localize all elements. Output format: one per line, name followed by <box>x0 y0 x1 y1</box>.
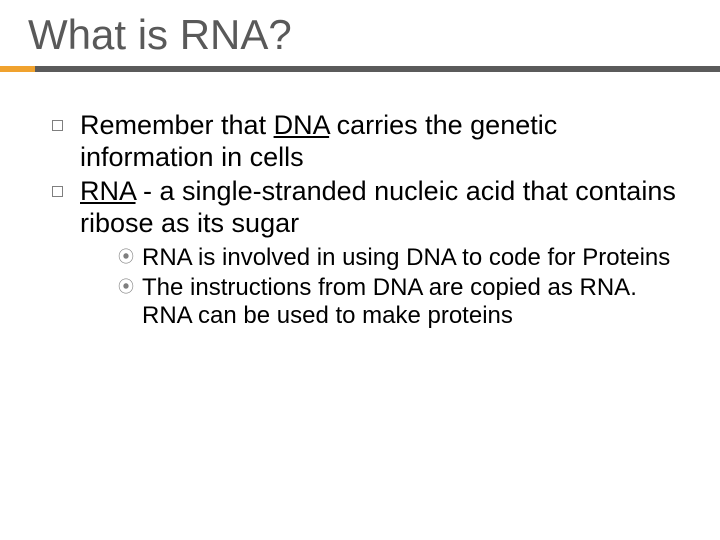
text-run: - a single-stranded nucleic acid that co… <box>80 176 676 238</box>
slide-title: What is RNA? <box>28 12 720 58</box>
list-item: The instructions from DNA are copied as … <box>114 274 680 331</box>
list-item: RNA is involved in using DNA to code for… <box>114 244 680 272</box>
text-run: RNA is involved in using DNA to code for… <box>142 244 670 271</box>
text-run: Remember that <box>80 110 274 140</box>
rule-accent <box>0 66 35 72</box>
title-rule <box>0 66 720 72</box>
rule-main <box>35 66 720 72</box>
sub-bullet-list: RNA is involved in using DNA to code for… <box>80 244 680 331</box>
content-area: Remember that DNA carries the genetic in… <box>0 72 720 330</box>
list-item: RNA - a single-stranded nucleic acid tha… <box>46 176 680 331</box>
slide: What is RNA? Remember that DNA carries t… <box>0 0 720 540</box>
underlined-term: RNA <box>80 176 136 206</box>
text-run: The instructions from DNA are copied as … <box>142 274 637 329</box>
list-item: Remember that DNA carries the genetic in… <box>46 110 680 174</box>
underlined-term: DNA <box>274 110 330 140</box>
title-block: What is RNA? <box>0 0 720 58</box>
bullet-list: Remember that DNA carries the genetic in… <box>46 110 680 330</box>
